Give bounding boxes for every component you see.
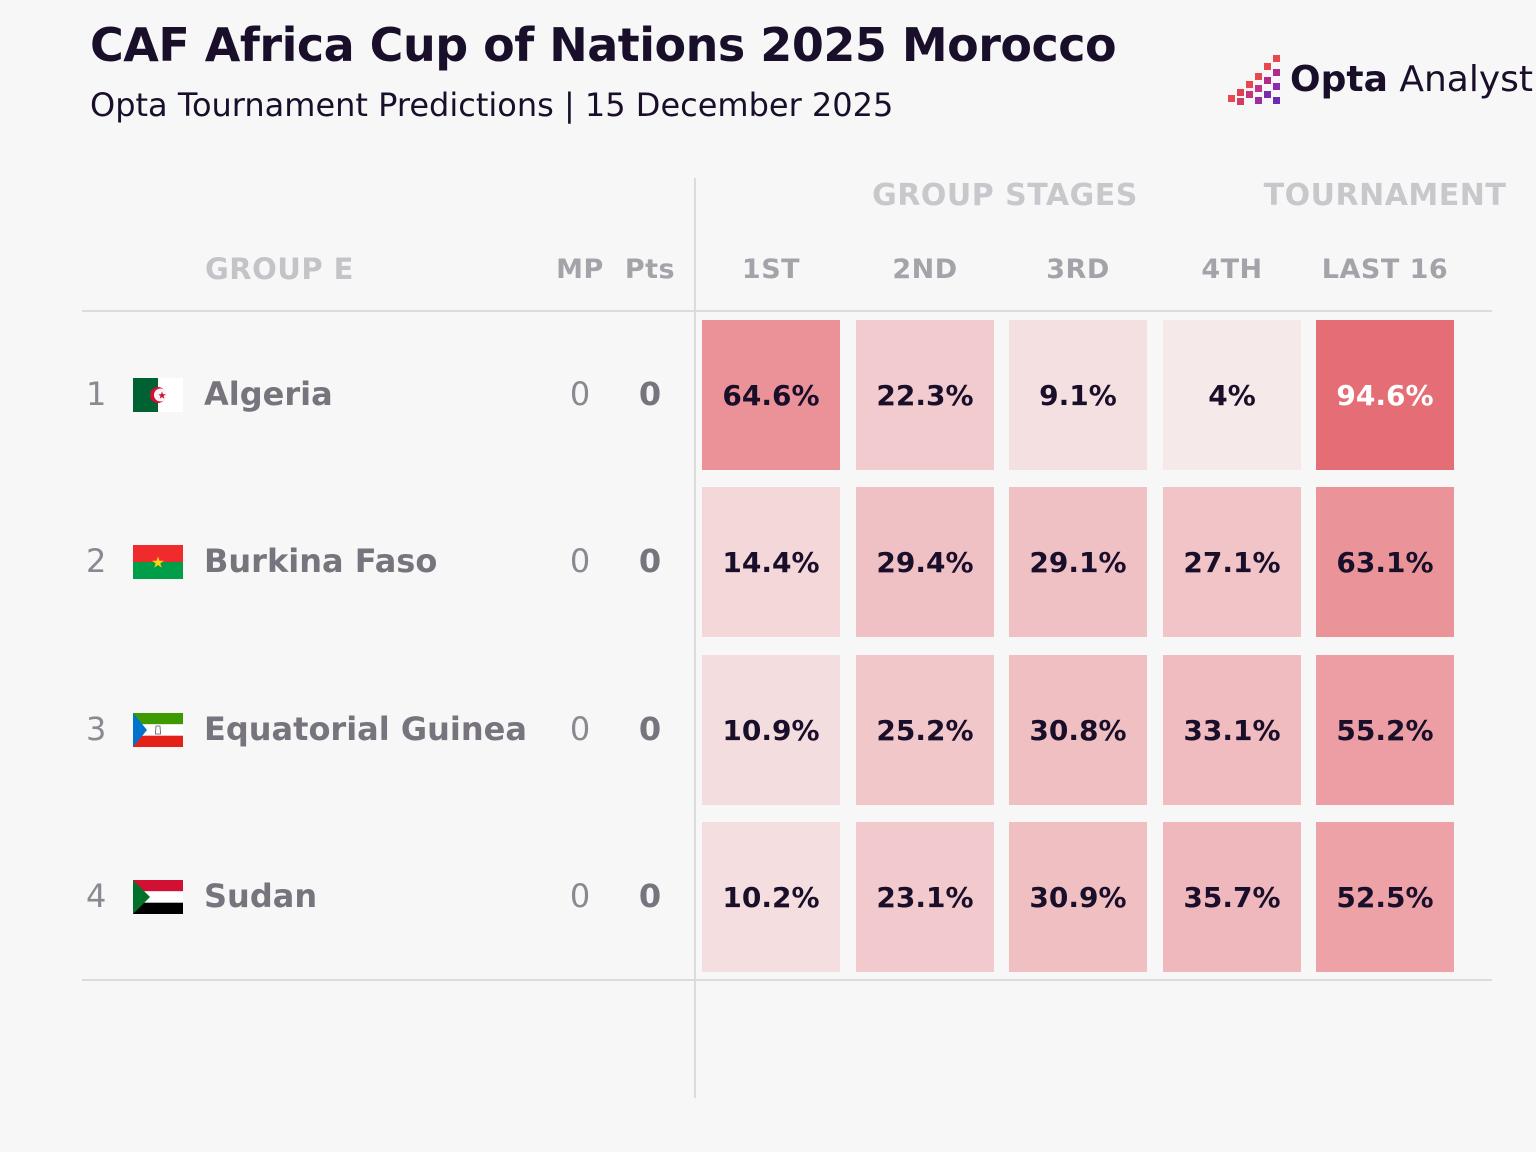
matches-played: 0 xyxy=(569,542,591,580)
probability-cell: 35.7% xyxy=(1163,822,1301,972)
fourth-header: 4TH xyxy=(1201,254,1263,285)
pts-header: Pts xyxy=(624,254,676,285)
probability-cell: 52.5% xyxy=(1316,822,1454,972)
probability-cell: 33.1% xyxy=(1163,655,1301,805)
probability-cell: 29.1% xyxy=(1009,487,1147,637)
points: 0 xyxy=(638,542,662,580)
points: 0 xyxy=(638,710,662,748)
probability-cell: 30.8% xyxy=(1009,655,1147,805)
probability-cell: 94.6% xyxy=(1316,320,1454,470)
team-rank: 1 xyxy=(86,375,107,413)
first-header: 1ST xyxy=(741,254,801,285)
logo-bold-text: Opta xyxy=(1290,59,1388,100)
page-title: CAF Africa Cup of Nations 2025 Morocco xyxy=(90,18,1117,72)
probability-cell: 10.9% xyxy=(702,655,840,805)
last16-header: LAST 16 xyxy=(1321,254,1449,285)
probability-cell: 9.1% xyxy=(1009,320,1147,470)
group-stages-header: GROUP STAGES xyxy=(872,178,1138,213)
probability-cell: 10.2% xyxy=(702,822,840,972)
probability-cell: 23.1% xyxy=(856,822,994,972)
footer-rule xyxy=(82,979,1492,981)
probability-cell: 25.2% xyxy=(856,655,994,805)
matches-played: 0 xyxy=(569,877,591,915)
opta-analyst-logo: Opta Analyst xyxy=(1228,55,1533,107)
sudan-flag xyxy=(133,880,183,914)
team-name: Sudan xyxy=(204,877,318,915)
team-rank: 3 xyxy=(86,710,107,748)
mp-header: MP xyxy=(556,254,604,285)
equatorial-guinea-flag xyxy=(133,713,183,747)
points: 0 xyxy=(638,375,662,413)
probability-cell: 4% xyxy=(1163,320,1301,470)
header-rule xyxy=(82,310,1492,312)
probability-cell: 29.4% xyxy=(856,487,994,637)
logo-wordmark: Opta Analyst xyxy=(1290,59,1533,100)
team-rank: 4 xyxy=(86,877,107,915)
matches-played: 0 xyxy=(569,710,591,748)
probability-cell: 14.4% xyxy=(702,487,840,637)
logo-light-text: Analyst xyxy=(1399,59,1534,100)
team-name: Burkina Faso xyxy=(204,542,438,580)
probability-cell: 55.2% xyxy=(1316,655,1454,805)
probability-cell: 22.3% xyxy=(856,320,994,470)
second-header: 2ND xyxy=(892,254,958,285)
column-divider xyxy=(694,178,696,1098)
group-label: GROUP E xyxy=(205,252,354,286)
algeria-flag xyxy=(133,378,183,412)
page-subtitle: Opta Tournament Predictions | 15 Decembe… xyxy=(90,86,894,124)
probability-cell: 30.9% xyxy=(1009,822,1147,972)
probability-cell: 63.1% xyxy=(1316,487,1454,637)
tournament-header: TOURNAMENT xyxy=(1263,178,1507,213)
matches-played: 0 xyxy=(569,375,591,413)
points: 0 xyxy=(638,877,662,915)
team-name: Algeria xyxy=(204,375,333,413)
probability-cell: 64.6% xyxy=(702,320,840,470)
probability-cell: 27.1% xyxy=(1163,487,1301,637)
team-rank: 2 xyxy=(86,542,107,580)
burkina-faso-flag xyxy=(133,545,183,579)
team-name: Equatorial Guinea xyxy=(204,710,527,748)
opta-bars-icon xyxy=(1228,55,1280,105)
third-header: 3RD xyxy=(1046,254,1110,285)
